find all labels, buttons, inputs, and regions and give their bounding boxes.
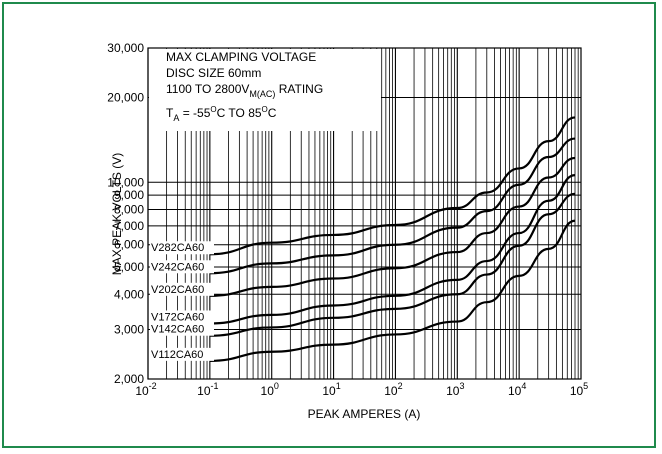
y-tick-label: 4,000 xyxy=(114,287,144,301)
plot-border xyxy=(147,47,582,380)
rating-sub: M(AC) xyxy=(249,89,275,99)
series-label-bg xyxy=(150,260,214,274)
rating-prefix: 1100 TO 2800V xyxy=(166,82,249,96)
series-labels: V282CA60 V242CA60 V202CA60 V172CA60V142CA60… xyxy=(150,241,214,361)
temp-tsub: A xyxy=(173,113,179,123)
series-curve-V172CA60 xyxy=(209,174,576,325)
x-tick-label: 101 xyxy=(322,381,340,398)
y-tick-label: 9,000 xyxy=(114,188,144,202)
series-curve-V112CA60 xyxy=(209,219,576,362)
curves xyxy=(209,116,576,362)
y-tick-label: 30,000 xyxy=(107,41,144,55)
series-label-V112CA60: V112CA60 xyxy=(151,349,203,361)
y-tick-label: 20,000 xyxy=(107,91,144,105)
x-tick-label: 104 xyxy=(508,381,526,398)
rating-line: 1100 TO 2800VM(AC) RATING xyxy=(166,82,323,99)
x-tick-label: 105 xyxy=(570,381,588,398)
x-tick-labels: 10-2 10-1 100 101 102 103 104 105 xyxy=(135,381,588,398)
temp-sup1: O xyxy=(210,105,216,114)
y-axis-label: MAX PEAK VOLTS (V) xyxy=(110,153,124,275)
series-label-bg xyxy=(150,347,214,361)
series-curve-V282CA60 xyxy=(209,116,576,256)
temp-t: T xyxy=(166,106,174,120)
y-tick-label: 8,000 xyxy=(114,203,144,217)
x-tick-label: 10-2 xyxy=(135,381,156,398)
series-label-V172CA60: V172CA60 xyxy=(151,311,204,323)
y-tick-labels: 2,000 3,000 4,000 5,000 6,000 7,000 8,0009,000… xyxy=(107,41,144,386)
series-label-bg xyxy=(150,241,214,255)
series-curve-V242CA60 xyxy=(209,137,576,275)
series-label-bg xyxy=(150,322,214,336)
series-label-V282CA60: V282CA60 xyxy=(151,242,204,254)
temp-sup2: O xyxy=(262,105,268,114)
rating-suffix: RATING xyxy=(275,82,323,96)
y-tick-label: 7,000 xyxy=(114,219,144,233)
series-curve-V202CA60 xyxy=(209,156,576,297)
temp-end: C xyxy=(268,106,277,120)
temp-mid2: C TO 85 xyxy=(217,106,262,120)
title-line-1: MAX CLAMPING VOLTAGE xyxy=(166,50,316,64)
y-tick-label: 2,000 xyxy=(114,372,144,386)
x-tick-label: 103 xyxy=(446,381,464,398)
series-curve-V142CA60 xyxy=(209,192,576,337)
x-tick-label: 102 xyxy=(384,381,402,398)
y-tick-label: 5,000 xyxy=(114,260,144,274)
temp-line: TA = -55OC TO 85OC xyxy=(166,105,277,123)
y-tick-label: 6,000 xyxy=(114,238,144,252)
y-tick-label: 3,000 xyxy=(114,322,144,336)
x-tick-label: 100 xyxy=(261,381,279,398)
series-label-V142CA60: V142CA60 xyxy=(151,324,204,336)
temp-mid: = -55 xyxy=(179,106,210,120)
series-label-bg xyxy=(150,310,214,324)
series-label-V242CA60: V242CA60 xyxy=(151,261,204,273)
title-box xyxy=(149,49,381,131)
x-tick-label: 10-1 xyxy=(197,381,218,398)
series-label-bg xyxy=(150,282,214,296)
series-label-V202CA60: V202CA60 xyxy=(151,284,204,296)
x-axis-label: PEAK AMPERES (A) xyxy=(308,407,421,421)
y-tick-label: 10,000 xyxy=(107,175,144,189)
chart-title-block: MAX CLAMPING VOLTAGE DISC SIZE 60mm 1100… xyxy=(166,50,323,123)
title-line-2: DISC SIZE 60mm xyxy=(166,66,261,80)
